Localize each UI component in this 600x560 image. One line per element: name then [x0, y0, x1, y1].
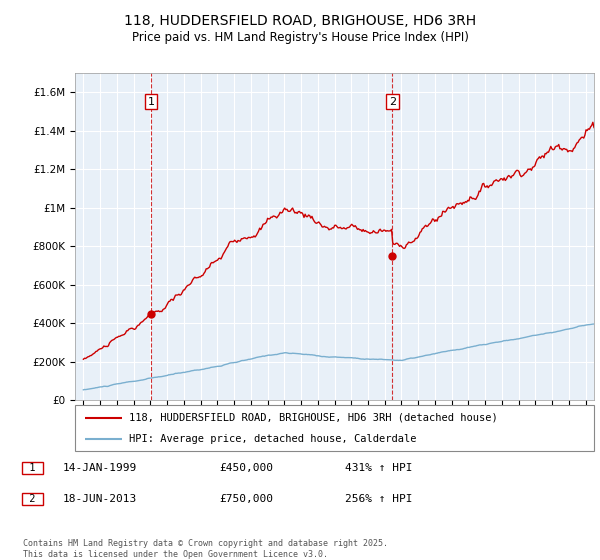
Text: 2: 2 [23, 494, 41, 504]
Text: 18-JUN-2013: 18-JUN-2013 [63, 494, 137, 504]
Text: £750,000: £750,000 [219, 494, 273, 504]
Text: 118, HUDDERSFIELD ROAD, BRIGHOUSE, HD6 3RH: 118, HUDDERSFIELD ROAD, BRIGHOUSE, HD6 3… [124, 14, 476, 28]
Text: £450,000: £450,000 [219, 463, 273, 473]
Text: 1: 1 [148, 97, 155, 107]
Text: 118, HUDDERSFIELD ROAD, BRIGHOUSE, HD6 3RH (detached house): 118, HUDDERSFIELD ROAD, BRIGHOUSE, HD6 3… [130, 413, 498, 423]
Text: 256% ↑ HPI: 256% ↑ HPI [345, 494, 413, 504]
Text: Contains HM Land Registry data © Crown copyright and database right 2025.
This d: Contains HM Land Registry data © Crown c… [23, 539, 388, 559]
Text: 14-JAN-1999: 14-JAN-1999 [63, 463, 137, 473]
Text: HPI: Average price, detached house, Calderdale: HPI: Average price, detached house, Cald… [130, 435, 417, 444]
Text: 2: 2 [389, 97, 396, 107]
Text: 431% ↑ HPI: 431% ↑ HPI [345, 463, 413, 473]
Text: Price paid vs. HM Land Registry's House Price Index (HPI): Price paid vs. HM Land Registry's House … [131, 31, 469, 44]
FancyBboxPatch shape [75, 405, 594, 451]
Text: 1: 1 [23, 463, 41, 473]
